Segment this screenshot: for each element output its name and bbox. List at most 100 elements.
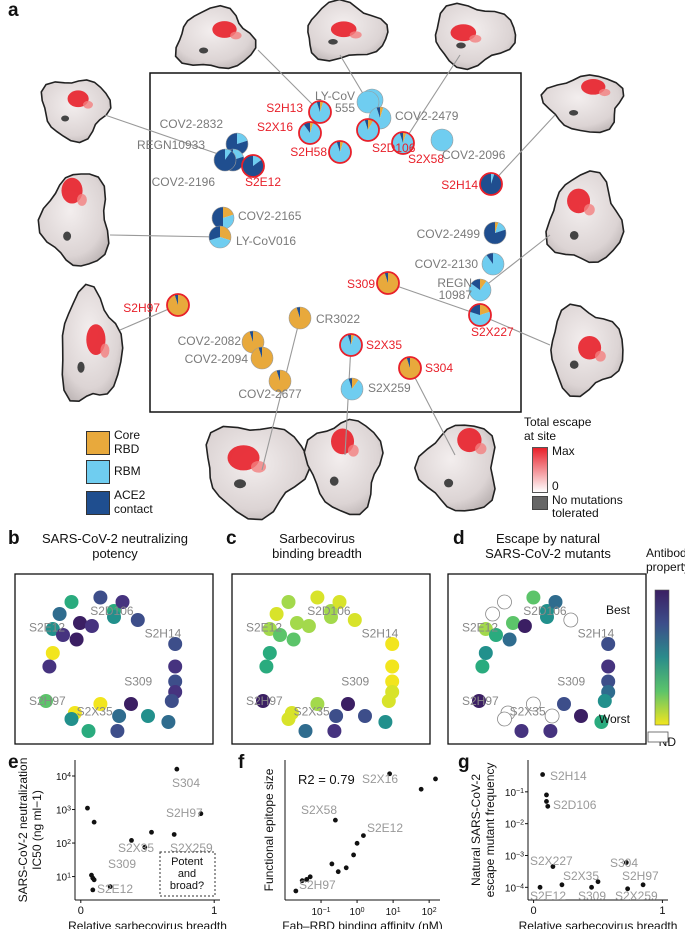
antibody-dot (64, 595, 79, 609)
data-point (198, 811, 204, 817)
y-axis-label: Natural SARS-CoV-2 (469, 774, 483, 886)
antibody-dot (259, 659, 274, 674)
antibody-label: LY-CoV (315, 89, 355, 103)
small-map-panel: S2D106 S2E12 S2H14 S309 S2H97 S2X35 (462, 590, 616, 738)
annotation-text: and (178, 868, 196, 880)
panel-label-b: b (8, 528, 20, 549)
panel-b-title: SARS-CoV-2 neutralizing potency (42, 531, 188, 561)
point-label: S2X16 (362, 772, 398, 786)
antibody-pie (356, 90, 380, 114)
antibody-dot (385, 674, 400, 689)
antibody-dot (385, 637, 400, 651)
small-map-label: S2D106 (90, 604, 134, 618)
point-label: S2H97 (299, 878, 336, 892)
data-point (293, 888, 299, 894)
y-axis-label: Functional epitope size (262, 768, 276, 891)
antibody-label: COV2-2096 (442, 148, 506, 162)
antibody-dot (130, 613, 145, 627)
panel-label-f: f (238, 752, 245, 773)
panel-c-frame (231, 573, 431, 745)
connector-line (109, 234, 221, 238)
rbd-structure (37, 173, 110, 267)
x-axis-label: Relative sarbecovirus breadth (68, 919, 227, 929)
data-point (623, 860, 629, 865)
data-point (91, 819, 97, 825)
antibody-dot (310, 697, 325, 711)
antibody-label: S2X259 (368, 381, 411, 395)
antibody-pie (356, 118, 380, 142)
data-point (90, 887, 96, 893)
antibody-label: COV2-2196 (152, 175, 216, 189)
connector-line (387, 282, 481, 316)
antibody-dot (168, 637, 183, 651)
antibody-dot (475, 659, 490, 674)
data-point (361, 833, 366, 838)
antibody-dot (164, 694, 179, 708)
antibody-pie (288, 306, 312, 330)
antibody-pie (483, 221, 507, 245)
antibody-dot (385, 659, 400, 674)
antibody-label: COV2-2677 (238, 387, 302, 401)
antibody-label: COV2-2165 (238, 209, 302, 223)
small-map-dots: S2D106 S2E12 S2H14 S309 S2H97 S2X35 S2D106 S2E1… (29, 590, 676, 749)
panel-c-title: Sarbecovirus binding breadth (272, 531, 362, 561)
scatter-plot: 101 102 103 104 0 1 Relative sarbecovirus brea… (16, 758, 227, 929)
ace2-swatch (86, 491, 110, 515)
antibody-dot (64, 712, 79, 726)
antibody-dot (262, 622, 277, 636)
antibody-pie (250, 346, 274, 370)
connector-line (257, 49, 321, 113)
data-point (171, 832, 177, 837)
point-label: S2X259 (615, 889, 658, 903)
rbd-structure (40, 79, 112, 144)
antibody-dot (381, 694, 396, 708)
connector-line (479, 314, 551, 346)
antibody-label: COV2-2499 (417, 227, 481, 241)
y-axis-label: IC50 (ng ml−1) (30, 790, 44, 870)
antibody-label: REGN10933 (137, 138, 205, 152)
antibody-pie (430, 128, 454, 152)
antibody-dot (256, 694, 270, 708)
antibody-dot (269, 607, 284, 621)
rbd-structure (545, 170, 625, 264)
property-legend-label: Best (606, 603, 631, 617)
annotation-text: broad? (170, 880, 204, 892)
antibody-dot (301, 619, 316, 633)
connector-line (490, 114, 556, 185)
point-label: S2E12 (530, 889, 566, 903)
antibody-dot (262, 646, 277, 660)
connector-line (402, 54, 461, 144)
small-map-label: S2E12 (462, 621, 498, 635)
antibody-dot (141, 709, 155, 723)
connector-line (344, 344, 352, 456)
antibody-label: COV2-2479 (395, 109, 459, 123)
antibody-dot (273, 628, 287, 642)
panels-bcd: S2D106 S2E12 S2H14 S309 S2H97 S2X35 S2D106 S2E1… (14, 573, 676, 749)
antibody-dot (601, 637, 616, 651)
connector-line (261, 317, 301, 471)
point-label: S309 (108, 857, 136, 871)
nd-swatch (647, 731, 669, 743)
antibody-dot (485, 606, 501, 622)
small-map-panel: S2D106 S2E12 S2H14 S309 S2H97 S2X35 (29, 590, 183, 738)
data-point (387, 771, 393, 777)
point-label: S2X58 (301, 803, 337, 817)
data-point (540, 772, 546, 777)
small-map-label: S2H14 (145, 627, 182, 641)
antibody-label: COV2-2832 (160, 117, 224, 131)
panel-b-frame (14, 573, 214, 745)
data-point (332, 817, 338, 823)
antibody-dot (517, 619, 532, 633)
y-tick-label: 104 (56, 771, 71, 783)
y-tick-label: 101 (56, 872, 71, 884)
antibody-label: S2H13 (266, 101, 303, 115)
small-map-label: S2H14 (578, 627, 615, 641)
point-label: S2E12 (97, 882, 133, 896)
antibody-pie (208, 225, 232, 249)
antibody-dot (526, 696, 541, 712)
point-label: S2E12 (367, 821, 403, 835)
rbd-structure (174, 4, 257, 70)
antibody-dot (557, 697, 571, 711)
rbd-structure (61, 283, 124, 403)
